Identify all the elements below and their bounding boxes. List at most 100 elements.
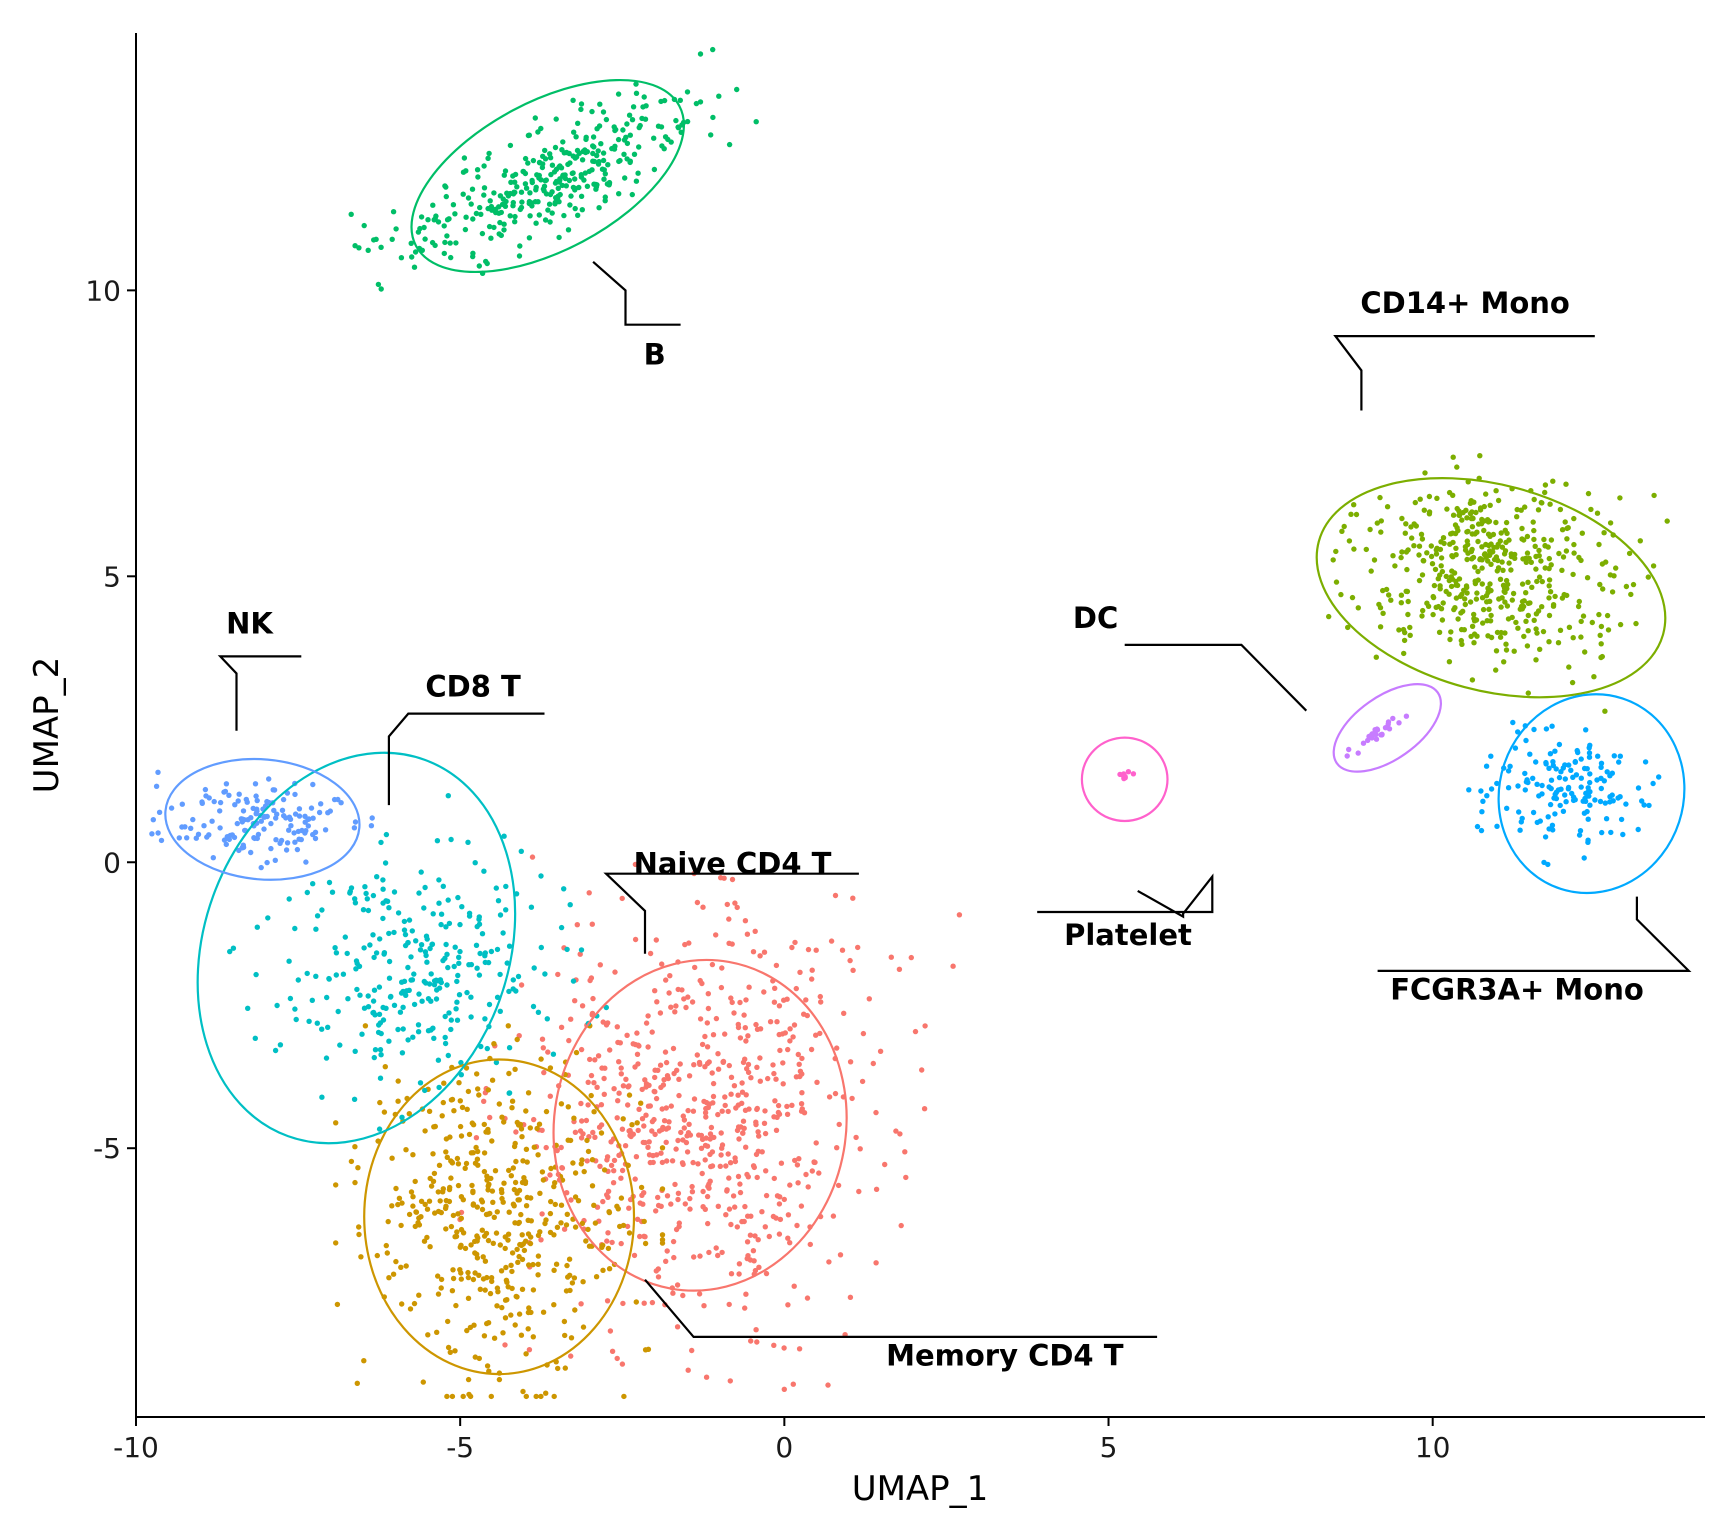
point-b (629, 117, 636, 123)
point-naive-cd4-t (632, 1064, 638, 1070)
point-naive-cd4-t (814, 1079, 820, 1086)
point-cd8-t (415, 1022, 422, 1028)
point-nk (291, 830, 297, 836)
point-cd14-mono (1630, 581, 1637, 588)
point-cd8-t (454, 999, 460, 1005)
point-cd14-mono (1444, 506, 1450, 512)
point-b (661, 97, 668, 104)
point-naive-cd4-t (777, 1047, 783, 1054)
point-fcgr3a-mono (1586, 793, 1592, 799)
point-cd14-mono (1477, 556, 1483, 563)
point-b (549, 189, 555, 195)
point-cd14-mono (1333, 548, 1339, 555)
point-nk (369, 815, 375, 821)
point-memory-cd4-t (629, 1122, 635, 1128)
point-cd8-t (442, 955, 448, 961)
point-naive-cd4-t (919, 1067, 925, 1073)
point-cd14-mono (1424, 550, 1430, 556)
point-memory-cd4-t (626, 1230, 633, 1236)
point-memory-cd4-t (514, 1036, 520, 1043)
point-memory-cd4-t (518, 1242, 525, 1249)
point-cd14-mono (1546, 612, 1553, 619)
point-memory-cd4-t (483, 1211, 490, 1218)
point-memory-cd4-t (523, 1203, 530, 1209)
point-cd14-mono (1594, 510, 1601, 516)
point-memory-cd4-t (526, 1262, 532, 1268)
point-cd14-mono (1557, 627, 1564, 633)
point-cd14-mono (1376, 601, 1382, 608)
point-naive-cd4-t (643, 1112, 649, 1118)
point-memory-cd4-t (606, 1266, 613, 1272)
point-memory-cd4-t (535, 1261, 541, 1268)
point-cd8-t (348, 885, 355, 891)
point-cd14-mono (1497, 538, 1504, 544)
point-naive-cd4-t (675, 986, 681, 993)
point-memory-cd4-t (491, 1335, 498, 1341)
point-naive-cd4-t (670, 1045, 677, 1052)
point-naive-cd4-t (614, 1024, 620, 1030)
point-memory-cd4-t (638, 1100, 644, 1106)
point-b (481, 163, 487, 169)
point-naive-cd4-t (597, 1163, 603, 1170)
point-naive-cd4-t (757, 1078, 763, 1084)
point-nk (258, 818, 264, 824)
point-naive-cd4-t (664, 1073, 671, 1079)
point-naive-cd4-t (558, 1024, 565, 1031)
point-cd14-mono (1585, 490, 1592, 497)
point-cd8-t (314, 1020, 320, 1026)
point-cd14-mono (1509, 597, 1516, 603)
point-b (475, 174, 481, 180)
point-naive-cd4-t (668, 1004, 674, 1010)
point-cd14-mono (1522, 504, 1528, 510)
point-cd8-t (352, 896, 358, 902)
point-naive-cd4-t (705, 991, 711, 997)
point-naive-cd4-t (583, 1117, 590, 1124)
point-cd14-mono (1523, 590, 1529, 596)
point-memory-cd4-t (605, 1245, 612, 1252)
point-naive-cd4-t (727, 1160, 734, 1166)
y-tick-label: 0 (103, 846, 121, 879)
point-fcgr3a-mono (1551, 795, 1557, 801)
point-b (422, 236, 428, 242)
point-memory-cd4-t (451, 1108, 457, 1114)
point-cd8-t (377, 936, 383, 942)
point-naive-cd4-t (584, 1158, 590, 1164)
point-cd14-mono (1471, 611, 1477, 618)
point-naive-cd4-t (732, 1204, 738, 1210)
point-naive-cd4-t (677, 1061, 683, 1067)
point-memory-cd4-t (591, 1109, 597, 1115)
point-naive-cd4-t (675, 1190, 682, 1197)
point-cd8-t (503, 883, 509, 890)
point-nk (325, 810, 331, 816)
point-cd14-mono (1479, 581, 1486, 587)
point-memory-cd4-t (489, 1188, 496, 1194)
x-axis-title: UMAP_1 (852, 1469, 989, 1509)
point-cd8-t (342, 934, 348, 940)
point-memory-cd4-t (426, 1108, 433, 1115)
point-b (578, 106, 584, 113)
label-fcgr3a-mono: FCGR3A+ Mono (1390, 973, 1644, 1007)
point-nk (235, 798, 241, 804)
point-cd8-t (319, 1026, 325, 1032)
point-cd8-t (362, 884, 368, 890)
point-memory-cd4-t (586, 1243, 593, 1249)
point-b (463, 214, 469, 220)
point-nk (168, 805, 175, 811)
point-fcgr3a-mono (1603, 816, 1610, 822)
point-cd8-t (326, 976, 332, 982)
point-naive-cd4-t (653, 937, 659, 943)
point-memory-cd4-t (525, 1231, 532, 1237)
point-cd14-mono (1432, 566, 1439, 573)
point-dc (1373, 736, 1380, 742)
point-cd14-mono (1420, 607, 1426, 614)
point-memory-cd4-t (499, 1114, 505, 1120)
point-b (626, 112, 633, 118)
point-naive-cd4-t (730, 1193, 737, 1199)
point-naive-cd4-t (726, 916, 732, 922)
point-b (476, 263, 482, 269)
point-cd8-t (286, 896, 292, 902)
point-naive-cd4-t (781, 1345, 787, 1351)
point-cd14-mono (1578, 618, 1584, 625)
point-memory-cd4-t (427, 1175, 433, 1182)
point-naive-cd4-t (645, 1044, 651, 1050)
